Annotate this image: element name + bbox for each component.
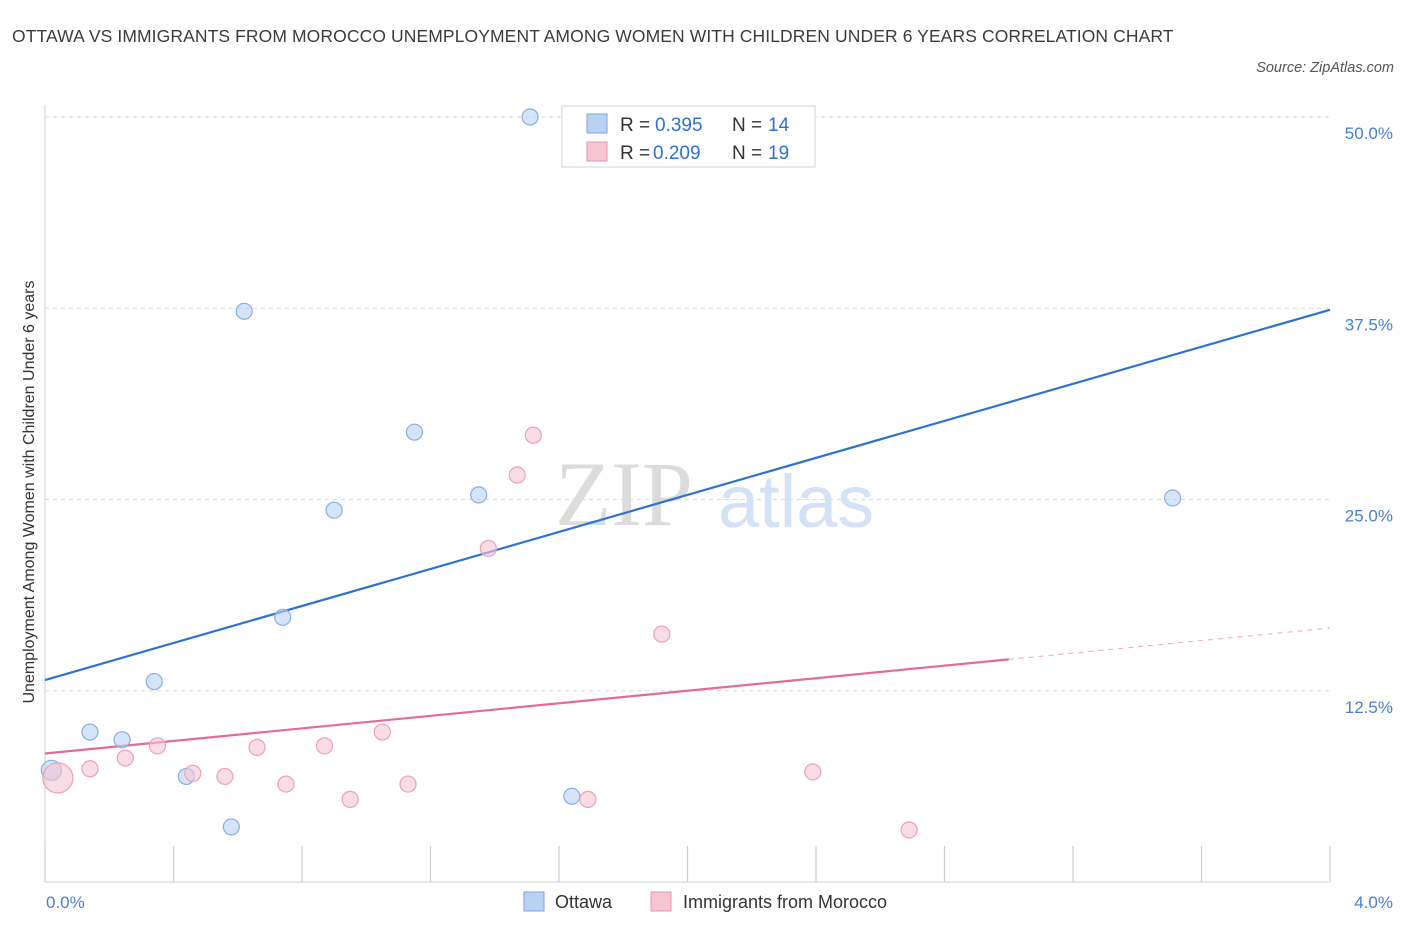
morocco-point-9 <box>341 790 359 808</box>
bottom-legend-label-morocco: Immigrants from Morocco <box>683 892 887 912</box>
morocco-point-5 <box>216 767 234 786</box>
ottawa-point-3 <box>145 672 163 691</box>
morocco-point-1 <box>81 760 99 778</box>
bottom-legend-swatch-ottawa <box>523 891 545 912</box>
morocco-point-17 <box>804 763 822 781</box>
legend-n-label-ottawa: N = <box>732 115 762 136</box>
watermark: ZIP atlas <box>555 443 874 545</box>
morocco-point-10 <box>373 723 391 741</box>
ottawa-point-10 <box>470 486 488 504</box>
chart-title: OTTAWA VS IMMIGRANTS FROM MOROCCO UNEMPL… <box>12 26 1174 46</box>
y-tick-label-3: 50.0% <box>1345 124 1393 143</box>
legend-r-value-morocco: 0.209 <box>653 143 701 164</box>
morocco-point-13 <box>508 466 526 484</box>
points-layer <box>40 108 1182 839</box>
morocco-point-15 <box>579 790 597 808</box>
ottawa-point-12 <box>563 787 581 805</box>
x-tick-label-1: 4.0% <box>1354 893 1393 912</box>
ticks-layer: 12.5% 25.0% 37.5% 50.0% 0.0% 4.0% <box>46 124 1393 912</box>
x-tick-label-0: 0.0% <box>46 893 85 912</box>
bottom-legend-swatch-morocco <box>650 891 672 912</box>
morocco-point-16 <box>653 625 671 643</box>
source-label: Source: ZipAtlas.com <box>1256 60 1394 76</box>
legend-swatch-morocco <box>586 141 608 162</box>
ottawa-point-5 <box>222 818 240 836</box>
ottawa-point-6 <box>235 302 253 320</box>
morocco-point-7 <box>277 775 295 793</box>
bottom-legend: Ottawa Immigrants from Morocco <box>523 891 887 912</box>
y-tick-label-2: 37.5% <box>1345 315 1393 334</box>
morocco-point-2 <box>116 749 134 767</box>
trend-line-1 <box>44 658 1009 755</box>
ottawa-point-13 <box>1163 489 1182 507</box>
watermark-zip: ZIP <box>555 443 693 545</box>
morocco-point-14 <box>524 426 542 444</box>
morocco-point-3 <box>148 737 167 755</box>
morocco-point-0 <box>42 762 74 794</box>
legend-n-value-morocco: 19 <box>768 143 789 164</box>
morocco-point-4 <box>184 764 202 782</box>
legend-r-label-ottawa: R = <box>620 115 650 136</box>
ottawa-point-7 <box>274 608 292 626</box>
morocco-point-11 <box>399 775 417 793</box>
legend-r-value-ottawa: 0.395 <box>655 115 703 136</box>
morocco-point-18 <box>900 821 918 839</box>
y-axis-label: Unemployment Among Women with Children U… <box>21 280 38 703</box>
ottawa-point-9 <box>405 423 424 441</box>
y-tick-label-0: 12.5% <box>1345 698 1393 717</box>
ottawa-point-11 <box>521 108 539 126</box>
ottawa-point-1 <box>81 723 99 741</box>
bottom-legend-label-ottawa: Ottawa <box>555 892 613 912</box>
trend-line-0 <box>44 308 1331 682</box>
morocco-point-6 <box>248 738 266 756</box>
ottawa-point-2 <box>113 731 131 749</box>
legend-n-label-morocco: N = <box>732 143 762 164</box>
morocco-point-8 <box>315 737 334 755</box>
y-tick-label-1: 25.0% <box>1345 507 1393 526</box>
legend-r-label-morocco: R = <box>620 143 650 164</box>
trend-line-dashed-1 <box>1008 627 1331 660</box>
grid-layer <box>45 116 1330 692</box>
watermark-atlas: atlas <box>718 460 874 543</box>
ottawa-point-8 <box>325 501 343 519</box>
morocco-point-12 <box>479 539 497 558</box>
legend-swatch-ottawa <box>586 113 608 134</box>
trend-layer <box>44 308 1331 755</box>
legend-n-value-ottawa: 14 <box>768 115 790 136</box>
legend-box: R = 0.395 N = 14 R = 0.209 N = 19 <box>561 105 816 168</box>
